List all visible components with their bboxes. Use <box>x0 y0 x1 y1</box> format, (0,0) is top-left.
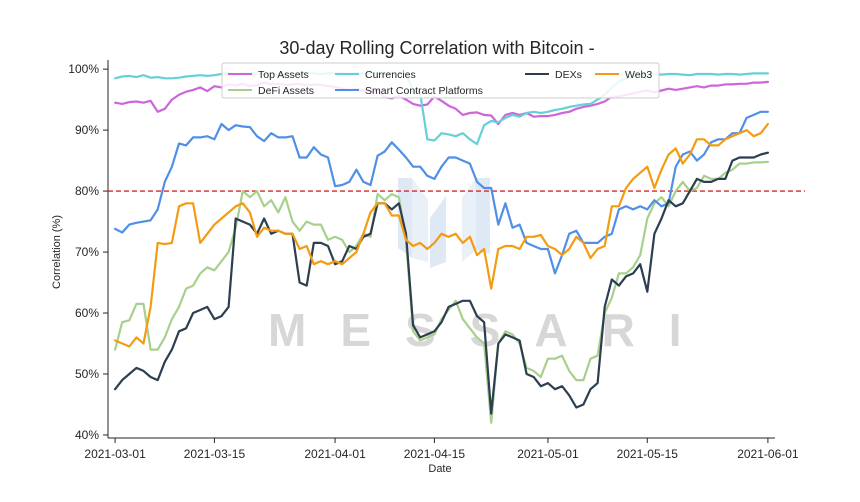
y-tick-label: 90% <box>75 123 99 137</box>
x-ticks: 2021-03-01 2021-03-15 2021-04-01 2021-04-15… <box>84 438 799 461</box>
legend: Top Assets Currencies DEXs Web3 DeFi Assets S… <box>221 62 660 99</box>
x-tick-label: 2021-06-01 <box>737 447 799 461</box>
y-tick-label: 60% <box>75 306 99 320</box>
x-tick-label: 2021-03-01 <box>84 447 146 461</box>
x-tick-label: 2021-05-15 <box>617 447 679 461</box>
watermark-text: MESSARI <box>268 304 716 356</box>
plot-area: 40%50%60%70%80%90%100% 2021-03-01 2021-03… <box>68 60 805 461</box>
legend-label-defi-assets: DeFi Assets <box>258 85 314 97</box>
y-tick-label: 70% <box>75 245 99 259</box>
series-line-dexs <box>113 151 770 415</box>
legend-label-smart-contract-platforms: Smart Contract Platforms <box>365 85 483 97</box>
y-tick-label: 80% <box>75 184 99 198</box>
x-tick-label: 2021-03-15 <box>184 447 246 461</box>
y-tick-label: 40% <box>75 428 99 442</box>
series-line-smart-contract-platforms <box>113 110 770 275</box>
x-tick-label: 2021-05-01 <box>517 447 579 461</box>
legend-label-web3: Web3 <box>625 69 652 81</box>
legend-label-top-assets: Top Assets <box>258 69 309 81</box>
legend-label-currencies: Currencies <box>365 69 416 81</box>
legend-label-dexs: DEXs <box>555 69 582 81</box>
y-ticks: 40% 50% 60% 70% 80% 90% 100% <box>68 62 108 442</box>
y-tick-label: 50% <box>75 367 99 381</box>
x-axis-label: Date <box>428 463 451 475</box>
legend-box <box>221 62 660 99</box>
x-tick-label: 2021-04-15 <box>404 447 466 461</box>
series-line-defi-assets <box>113 160 770 424</box>
x-tick-label: 2021-04-01 <box>304 447 366 461</box>
y-axis-label: Correlation (%) <box>51 215 63 289</box>
messari-watermark: MESSARI <box>268 178 716 356</box>
series-line-web3 <box>113 122 770 348</box>
chart-title: 30-day Rolling Correlation with Bitcoin … <box>279 38 594 58</box>
y-tick-label: 100% <box>68 62 99 76</box>
legend-items: Top Assets Currencies DEXs Web3 DeFi Assets S… <box>228 69 652 97</box>
